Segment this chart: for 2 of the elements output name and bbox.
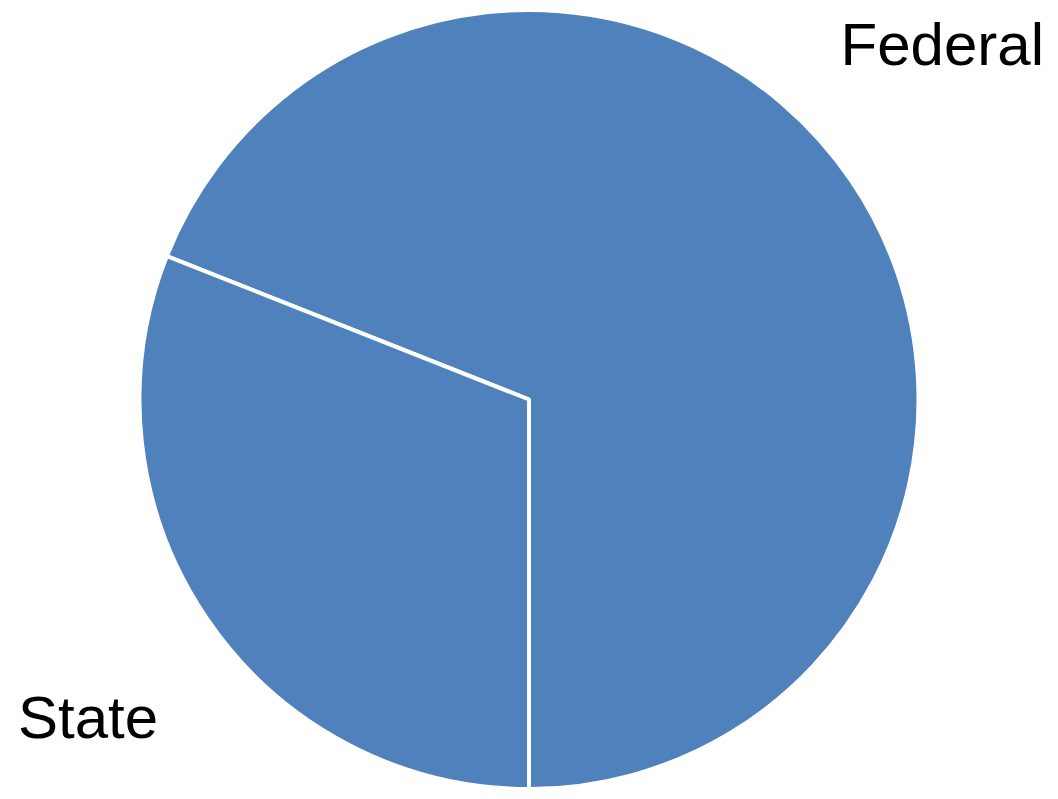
slice-label: Federal — [840, 10, 1044, 78]
slice-label: State — [17, 683, 159, 751]
